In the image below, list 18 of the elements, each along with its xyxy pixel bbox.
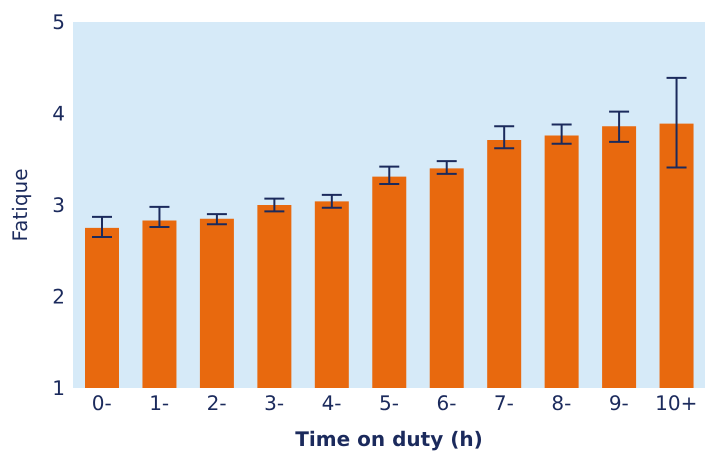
x-tick-label: 5- [379,391,399,416]
x-tick-label: 10+ [655,391,698,416]
y-tick-label: 2 [52,284,65,309]
y-tick-label: 4 [52,102,65,126]
x-tick-label: 7- [494,391,514,416]
x-axis-title: Time on duty (h) [295,427,483,451]
y-axis-title: Fatique [8,168,32,242]
y-tick-label: 5 [52,10,65,34]
x-tick-label: 4- [322,391,342,416]
x-tick-label: 0- [92,391,112,416]
x-tick-label: 1- [149,391,170,416]
x-tick-label: 3- [264,391,284,416]
y-tick-label: 3 [52,193,65,218]
x-tick-label: 2- [206,391,227,416]
x-tick-label: 6- [436,391,456,416]
y-tick-label: 1 [52,376,65,400]
x-tick-label: 9- [608,391,629,416]
x-tick-label: 8- [551,391,572,416]
